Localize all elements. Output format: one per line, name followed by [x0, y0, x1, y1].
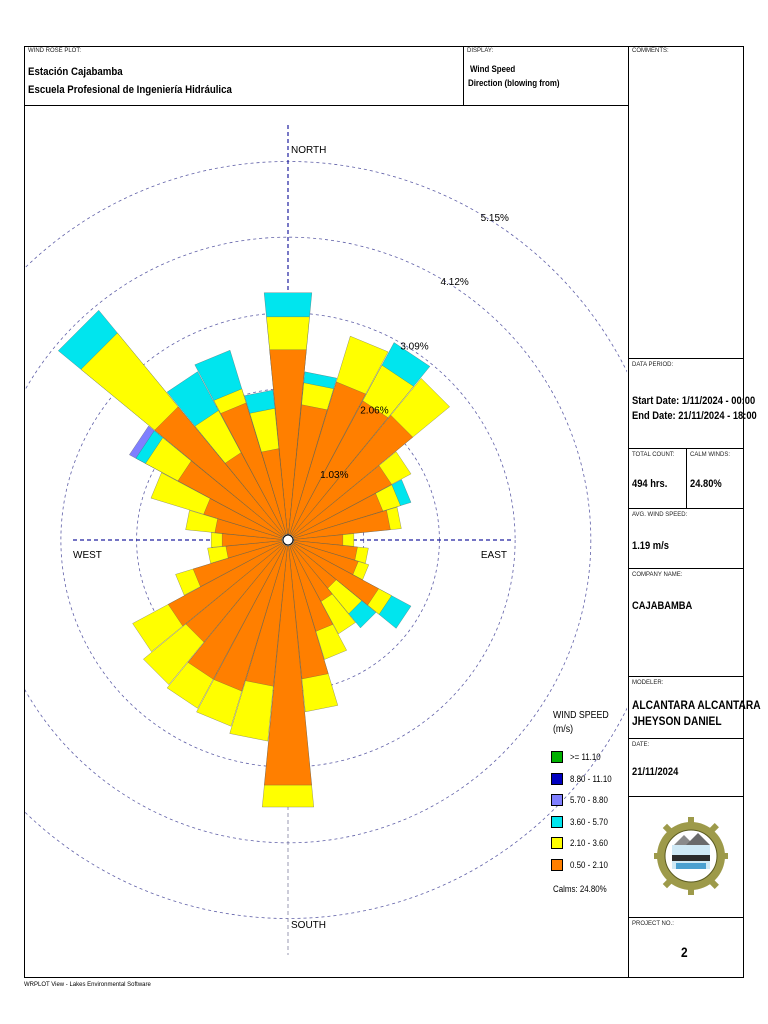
ring-label-3: 3.09% — [400, 341, 428, 352]
company-value: CAJABAMBA — [632, 600, 693, 612]
petal-7-bin-0 — [293, 510, 391, 540]
compass-west: WEST — [73, 550, 102, 561]
divider-date — [628, 738, 744, 739]
legend-swatch — [551, 815, 563, 828]
petal-12-bin-0 — [291, 543, 337, 589]
petal-25-bin-0 — [214, 518, 283, 540]
ring-label-5: 5.15% — [481, 213, 509, 224]
legend-label: 2.10 - 3.60 — [570, 838, 608, 849]
avg-speed-label: AVG. WIND SPEED: — [632, 512, 688, 518]
petal-30-bin-0 — [220, 402, 287, 535]
modeler-label: MODELER: — [632, 680, 664, 686]
divider-avg-speed — [628, 508, 744, 509]
data-period-label: DATA PERIOD: — [632, 362, 674, 368]
divider-project — [628, 917, 744, 918]
petal-13-bin-0 — [290, 544, 333, 602]
petal-26-bin-0 — [203, 498, 283, 539]
comments-label: COMMENTS: — [632, 48, 669, 54]
compass-north: NORTH — [291, 145, 326, 156]
petal-19-bin-0 — [187, 544, 286, 680]
legend-label: >= 11.10 — [570, 752, 601, 762]
ring-label-4: 4.12% — [440, 277, 468, 288]
calm-winds-label: CALM WINDS: — [690, 452, 731, 458]
petal-14-bin-0 — [289, 545, 334, 632]
legend-label: 0.50 - 2.10 — [570, 860, 608, 870]
compass-south: SOUTH — [291, 920, 326, 931]
compass-east: EAST — [481, 550, 507, 561]
petal-20-bin-0 — [185, 543, 285, 643]
ring-label-1: 1.03% — [320, 470, 348, 481]
header-divider — [24, 105, 629, 106]
date-label: DATE: — [632, 742, 650, 748]
divider-data-period — [628, 358, 744, 359]
station-title: Estación Cajabamba — [28, 66, 123, 78]
report-frame — [24, 46, 744, 978]
legend-label: 5.70 - 8.80 — [570, 795, 608, 806]
legend-swatch — [551, 837, 563, 850]
modeler-line2: JHEYSON DANIEL — [632, 714, 722, 728]
center-calm-circle — [282, 534, 294, 546]
petal-9-bin-0 — [293, 540, 358, 561]
petal-22-bin-0 — [192, 541, 283, 587]
legend-swatch — [551, 859, 563, 871]
display-label: DISPLAY: — [467, 48, 494, 54]
petal-0-bin-0 — [269, 349, 307, 535]
faculty-logo-icon — [654, 817, 728, 895]
petal-29-bin-0 — [224, 452, 286, 536]
calms-note: Calms: 24.80% — [553, 884, 607, 894]
modeler-line1: ALCANTARA ALCANTARA — [632, 698, 761, 712]
petal-16-bin-0 — [264, 545, 312, 786]
software-footer: WRPLOT View - Lakes Environmental Softwa… — [24, 982, 151, 988]
petal-1-bin-0 — [288, 404, 328, 535]
petal-23-bin-0 — [225, 540, 283, 559]
project-label: PROJECT NO.: — [632, 921, 674, 927]
legend-title: WIND SPEED — [553, 710, 609, 721]
sidebar-divider — [628, 46, 629, 978]
company-label: COMPANY NAME: — [632, 572, 683, 578]
display-wind-speed: Wind Speed — [470, 64, 516, 74]
legend-label: 3.60 - 5.70 — [570, 816, 608, 827]
calm-winds-value: 24.80% — [690, 478, 722, 490]
display-divider — [463, 46, 464, 105]
project-value: 2 — [681, 944, 688, 960]
divider-modeler — [628, 676, 744, 677]
petal-4-bin-0 — [291, 414, 414, 537]
petal-17-bin-0 — [245, 545, 288, 687]
avg-speed-value: 1.19 m/s — [632, 540, 669, 552]
petal-2-bin-0 — [289, 381, 366, 535]
divider-count-calm — [686, 448, 687, 508]
legend-swatch — [551, 794, 563, 807]
divider-company — [628, 568, 744, 569]
ring-label-2: 2.06% — [360, 406, 388, 417]
petal-3-bin-0 — [290, 400, 389, 536]
divider-logo — [628, 796, 744, 797]
petal-18-bin-0 — [213, 545, 287, 692]
legend-swatch — [551, 772, 563, 785]
petal-31-bin-0 — [261, 448, 288, 535]
petal-11-bin-0 — [292, 542, 379, 606]
wind-rose-plot-label: WIND ROSE PLOT: — [28, 48, 82, 54]
petal-28-bin-0 — [154, 406, 285, 537]
total-count-label: TOTAL COUNT: — [632, 452, 675, 458]
petal-10-bin-0 — [293, 541, 359, 575]
legend-swatch — [551, 751, 563, 763]
legend-label: 8.80 - 11.10 — [570, 773, 612, 784]
display-direction: Direction (blowing from) — [468, 78, 560, 88]
petal-24-bin-0 — [222, 533, 283, 547]
end-date: End Date: 21/11/2024 - 18:00 — [632, 410, 757, 422]
petal-8-bin-0 — [293, 534, 344, 546]
petal-6-bin-0 — [293, 493, 384, 539]
legend-unit: (m/s) — [553, 724, 574, 735]
start-date: Start Date: 1/11/2024 - 00:00 — [632, 395, 756, 407]
wind-rose-chart: 1.03% 2.06% 3.09% 4.12% 5.15% NORTH SOUTH EAST W… — [25, 125, 627, 955]
total-count-value: 494 hrs. — [632, 478, 668, 490]
petal-21-bin-0 — [167, 542, 284, 627]
date-value: 21/11/2024 — [632, 766, 679, 778]
petal-15-bin-0 — [288, 545, 329, 680]
school-title: Escuela Profesional de Ingeniería Hidráu… — [28, 84, 232, 96]
petal-27-bin-0 — [177, 460, 284, 538]
petal-5-bin-0 — [292, 465, 392, 538]
